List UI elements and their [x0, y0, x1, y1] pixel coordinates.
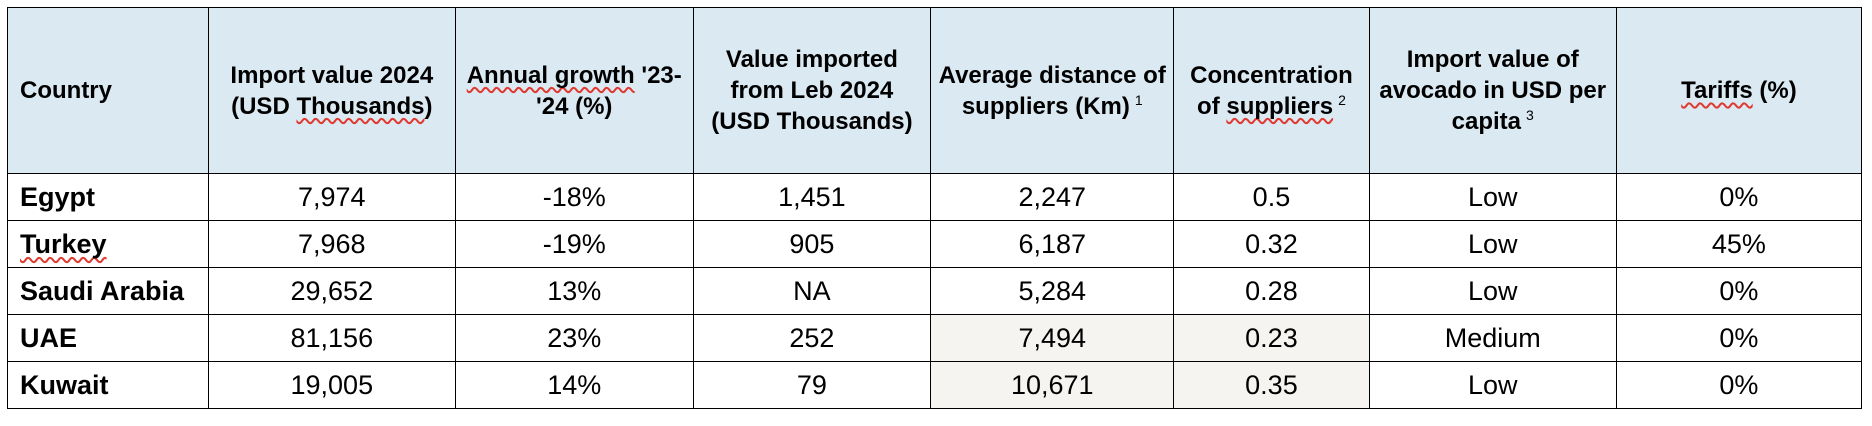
data-table-container: Country Import value 2024 (USD Thousands… — [7, 7, 1863, 409]
footnote-marker: 2 — [1338, 91, 1346, 108]
cell-from-leb: 252 — [692, 314, 932, 362]
header-concentration: Concentration of suppliers 2 — [1173, 7, 1370, 174]
cell-tariffs: 45% — [1615, 220, 1863, 268]
cell-from-leb: 905 — [692, 220, 932, 268]
cell-per-capita: Low — [1368, 173, 1617, 221]
cell-concentration: 0.35 — [1173, 361, 1370, 409]
header-annual-growth: Annual growth '23-'24 (%) — [454, 7, 694, 174]
cell-import-value: 7,974 — [207, 173, 456, 221]
avocado-import-table: Country Import value 2024 (USD Thousands… — [7, 7, 1863, 409]
header-row: Country Import value 2024 (USD Thousands… — [7, 7, 1863, 174]
cell-concentration: 0.32 — [1173, 220, 1370, 268]
cell-concentration: 0.23 — [1173, 314, 1370, 362]
cell-distance: 2,247 — [930, 173, 1175, 221]
header-tariffs: Tariffs (%) — [1615, 7, 1863, 174]
cell-per-capita: Low — [1368, 361, 1617, 409]
cell-tariffs: 0% — [1615, 267, 1863, 315]
header-import-value: Import value 2024 (USD Thousands) — [207, 7, 456, 174]
footnote-marker: 3 — [1526, 107, 1534, 123]
cell-distance: 6,187 — [930, 220, 1175, 268]
cell-growth: 14% — [454, 361, 694, 409]
cell-per-capita: Low — [1368, 267, 1617, 315]
table-row: Turkey 7,968 -19% 905 6,187 0.32 Low 45% — [7, 220, 1863, 268]
cell-from-leb: 79 — [692, 361, 932, 409]
footnote-marker: 1 — [1134, 91, 1143, 108]
cell-import-value: 19,005 — [207, 361, 456, 409]
cell-concentration: 0.5 — [1173, 173, 1370, 221]
cell-import-value: 81,156 — [207, 314, 456, 362]
cell-concentration: 0.28 — [1173, 267, 1370, 315]
table-row: Kuwait 19,005 14% 79 10,671 0.35 Low 0% — [7, 361, 1863, 409]
header-per-capita: Import value of avocado in USD per capit… — [1368, 7, 1617, 174]
cell-per-capita: Low — [1368, 220, 1617, 268]
cell-from-leb: 1,451 — [692, 173, 932, 221]
cell-tariffs: 0% — [1615, 314, 1863, 362]
header-average-distance: Average distance of suppliers (Km) 1 — [930, 7, 1175, 174]
cell-tariffs: 0% — [1615, 361, 1863, 409]
cell-country: Egypt — [7, 173, 209, 221]
cell-growth: -18% — [454, 173, 694, 221]
cell-distance: 7,494 — [930, 314, 1175, 362]
cell-tariffs: 0% — [1615, 173, 1863, 221]
cell-import-value: 29,652 — [207, 267, 456, 315]
cell-country: Kuwait — [7, 361, 209, 409]
cell-per-capita: Medium — [1368, 314, 1617, 362]
cell-country: Saudi Arabia — [7, 267, 209, 315]
cell-growth: 23% — [454, 314, 694, 362]
table-row: UAE 81,156 23% 252 7,494 0.23 Medium 0% — [7, 314, 1863, 362]
header-value-from-leb: Value imported from Leb 2024 (USD Thousa… — [692, 7, 932, 174]
cell-from-leb: NA — [692, 267, 932, 315]
cell-country: Turkey — [7, 220, 209, 268]
cell-growth: -19% — [454, 220, 694, 268]
cell-import-value: 7,968 — [207, 220, 456, 268]
table-row: Saudi Arabia 29,652 13% NA 5,284 0.28 Lo… — [7, 267, 1863, 315]
cell-growth: 13% — [454, 267, 694, 315]
cell-country: UAE — [7, 314, 209, 362]
header-country: Country — [7, 7, 209, 174]
table-row: Egypt 7,974 -18% 1,451 2,247 0.5 Low 0% — [7, 173, 1863, 221]
cell-distance: 10,671 — [930, 361, 1175, 409]
cell-distance: 5,284 — [930, 267, 1175, 315]
